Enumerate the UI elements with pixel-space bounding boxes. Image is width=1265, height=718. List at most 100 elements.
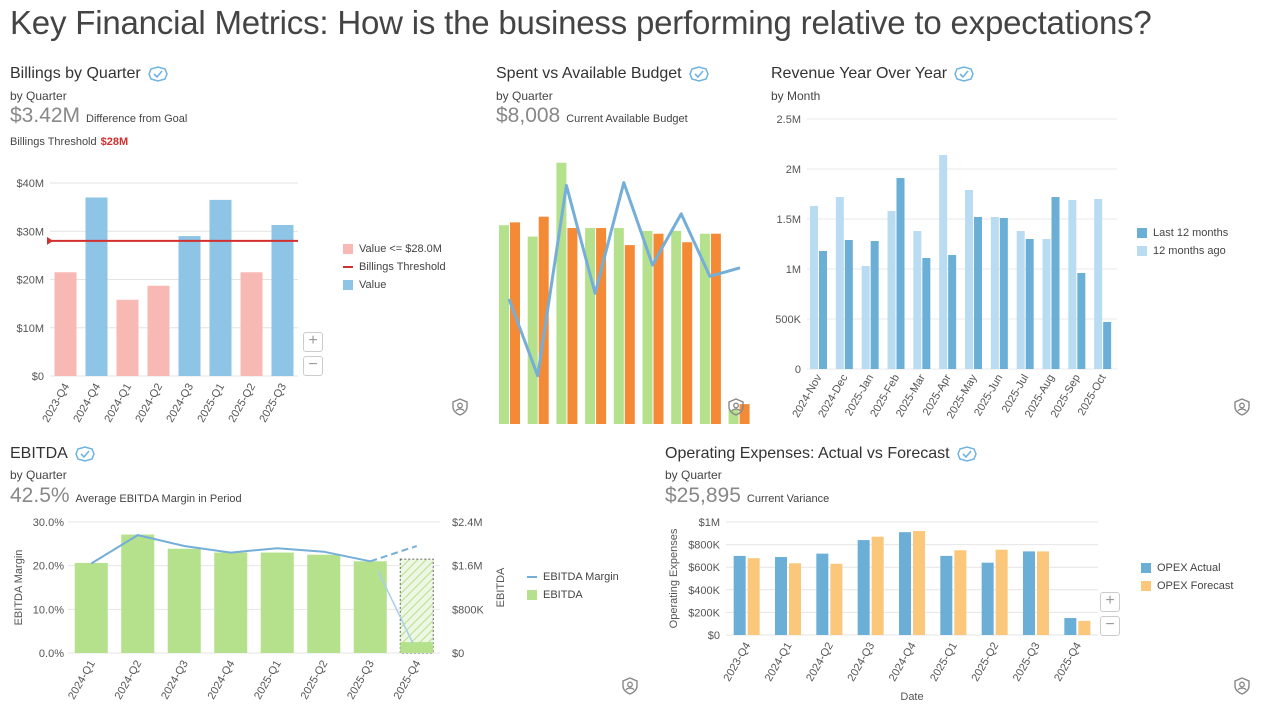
opex-forecast-bar[interactable] (913, 531, 925, 635)
spent-bar[interactable] (538, 216, 549, 424)
available-bar[interactable] (699, 233, 710, 424)
available-bar[interactable] (585, 228, 596, 424)
opex-forecast-bar[interactable] (830, 563, 843, 635)
current-year-bar[interactable] (1103, 322, 1112, 369)
legend-item[interactable]: 12 months ago (1137, 242, 1228, 260)
current-year-bar[interactable] (999, 218, 1008, 369)
user-shield-icon[interactable] (451, 398, 469, 416)
zoom-in-button[interactable]: + (303, 332, 323, 352)
prior-year-bar[interactable] (913, 231, 922, 369)
opex-forecast-bar[interactable] (995, 549, 1008, 635)
user-shield-icon[interactable] (1233, 398, 1251, 416)
available-bar[interactable] (527, 236, 538, 424)
ebitda-bar[interactable] (167, 548, 201, 653)
opex-actual-bar[interactable] (775, 557, 787, 635)
user-shield-icon[interactable] (1233, 677, 1251, 695)
opex-forecast-bar[interactable] (954, 550, 967, 635)
opex-chart[interactable]: $0 $200K $400K $600K $800K $1M Operating Expen… (660, 512, 1105, 712)
prior-year-bar[interactable] (1094, 199, 1103, 369)
bar[interactable] (271, 224, 294, 376)
opex-actual-bar[interactable] (857, 540, 870, 635)
prior-year-bar[interactable] (1068, 200, 1077, 369)
prior-year-bar[interactable] (887, 211, 896, 369)
bar[interactable] (116, 299, 139, 376)
opex-actual-bar[interactable] (816, 553, 829, 635)
current-year-bar[interactable] (1025, 239, 1034, 369)
zoom-out-button[interactable]: − (1100, 616, 1120, 636)
prior-year-bar[interactable] (939, 155, 948, 369)
current-year-bar[interactable] (844, 240, 853, 369)
revenue-chart[interactable]: 0500K1M1.5M2M2.5M2024-Nov2024-Dec2025-Ja… (765, 110, 1125, 440)
opex-actual-bar[interactable] (733, 555, 746, 635)
legend-item[interactable]: Last 12 months (1137, 224, 1228, 242)
ebitda-bar[interactable] (353, 561, 387, 653)
prior-year-bar[interactable] (1016, 231, 1025, 369)
opex-forecast-bar[interactable] (871, 536, 884, 635)
user-shield-icon[interactable] (727, 398, 745, 416)
spent-bar[interactable] (653, 233, 664, 424)
prior-year-bar[interactable] (1042, 239, 1051, 369)
opex-actual-bar[interactable] (899, 532, 911, 635)
opex-forecast-bar[interactable] (789, 563, 801, 635)
current-year-bar[interactable] (948, 255, 957, 369)
available-bar[interactable] (556, 162, 567, 424)
spent-bar[interactable] (567, 228, 578, 424)
prior-year-bar[interactable] (990, 217, 999, 369)
current-year-bar[interactable] (896, 178, 905, 369)
current-year-bar[interactable] (922, 258, 931, 369)
ebitda-chart[interactable]: 0.0% 10.0% 20.0% 30.0% $0 $800K $1.6M $2.4M EBIT… (0, 510, 520, 715)
current-year-bar[interactable] (870, 241, 879, 369)
ebitda-bar[interactable] (121, 534, 155, 653)
current-year-bar[interactable] (1077, 273, 1086, 369)
spent-bar[interactable] (739, 404, 750, 424)
zoom-out-button[interactable]: − (303, 356, 323, 376)
bar[interactable] (209, 199, 232, 376)
current-year-bar[interactable] (819, 251, 827, 369)
ebitda-bar[interactable] (400, 642, 434, 653)
legend-item[interactable]: Billings Threshold (343, 258, 446, 276)
legend-item[interactable]: EBITDA Margin (527, 568, 619, 586)
bar[interactable] (147, 285, 170, 376)
opex-actual-bar[interactable] (940, 555, 953, 635)
legend-item[interactable]: OPEX Forecast (1141, 577, 1233, 595)
prior-year-bar[interactable] (861, 266, 870, 369)
legend-item[interactable]: OPEX Actual (1141, 559, 1233, 577)
ebitda-bar[interactable] (214, 552, 248, 653)
opex-forecast-bar[interactable] (1078, 620, 1091, 635)
spent-bar[interactable] (624, 245, 635, 424)
opex-forecast-bar[interactable] (747, 558, 760, 635)
y-tick-label: $30M (16, 226, 44, 238)
current-year-bar[interactable] (1051, 197, 1060, 369)
zoom-in-button[interactable]: + (1100, 592, 1120, 612)
available-bar[interactable] (728, 409, 739, 424)
available-bar[interactable] (642, 230, 653, 424)
bar[interactable] (240, 272, 263, 376)
available-bar[interactable] (613, 228, 624, 424)
bar[interactable] (85, 197, 108, 376)
available-bar[interactable] (671, 230, 682, 424)
bar[interactable] (178, 236, 201, 376)
opex-actual-bar[interactable] (1064, 618, 1077, 635)
legend-item[interactable]: Value <= $28.0M (343, 240, 446, 258)
prior-year-bar[interactable] (965, 190, 973, 369)
ebitda-bar[interactable] (74, 562, 108, 653)
ebitda-bar[interactable] (307, 554, 341, 653)
spent-bar[interactable] (710, 233, 721, 424)
opex-forecast-bar[interactable] (1037, 551, 1049, 635)
spent-bar[interactable] (510, 222, 520, 424)
spent-bar[interactable] (596, 228, 607, 424)
bar[interactable] (54, 272, 77, 376)
ebitda-bar[interactable] (260, 552, 294, 653)
prior-year-bar[interactable] (835, 197, 844, 369)
legend-item[interactable]: Value (343, 276, 446, 294)
prior-year-bar[interactable] (810, 206, 818, 369)
budget-chart[interactable] (495, 140, 755, 425)
available-bar[interactable] (499, 225, 509, 424)
user-shield-icon[interactable] (621, 677, 639, 695)
opex-actual-bar[interactable] (981, 562, 994, 635)
legend-item[interactable]: EBITDA (527, 586, 619, 604)
spent-bar[interactable] (682, 242, 693, 424)
opex-actual-bar[interactable] (1023, 551, 1035, 635)
current-year-bar[interactable] (974, 217, 982, 369)
